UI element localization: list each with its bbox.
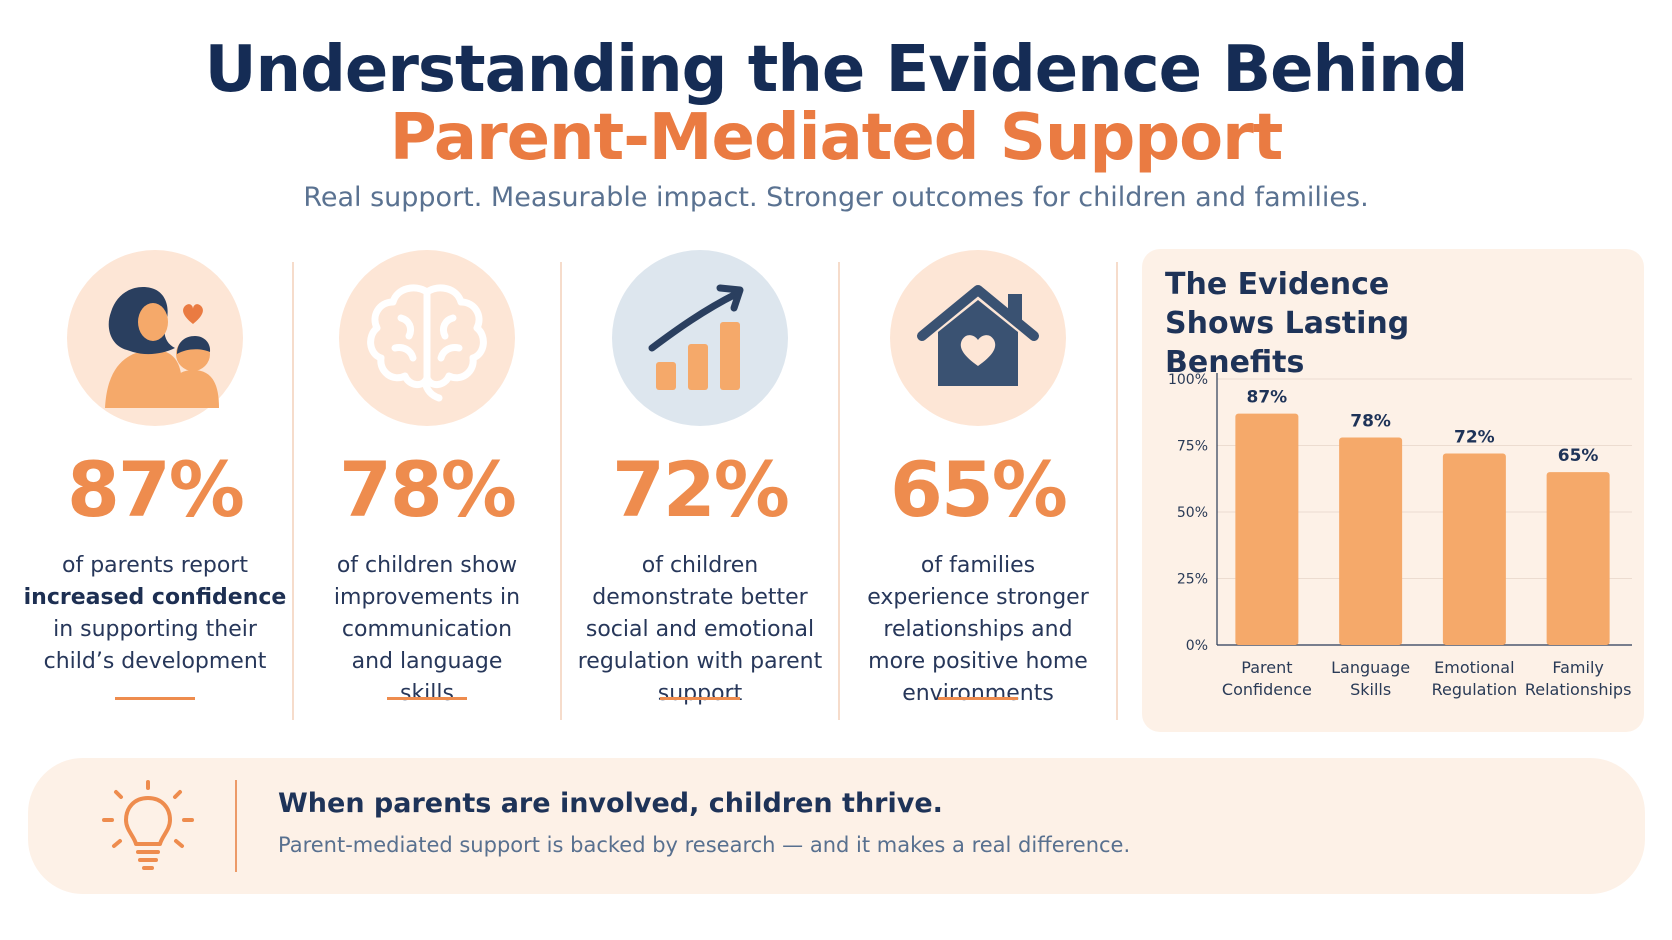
stat-circle: [67, 250, 243, 426]
bar-2: [1339, 437, 1403, 645]
stat-divider: [560, 262, 562, 720]
bar-value-label: 72%: [1454, 427, 1495, 447]
stat-underline: [660, 697, 740, 700]
stat-divider: [838, 262, 840, 720]
stat-circle: [612, 250, 788, 426]
bar-chart: 0% 25% 50% 75% 100% 87% Parent Confidence 78% Lan…: [1168, 372, 1632, 699]
banner-subtext: Parent-mediated support is backed by res…: [278, 833, 1131, 857]
stat-underline: [938, 697, 1018, 700]
bar-1: [1235, 413, 1299, 645]
y-tick-label: 75%: [1177, 439, 1208, 455]
x-tick-label: Emotional: [1434, 658, 1514, 677]
stat-text-bold: increased confidence: [23, 585, 287, 610]
bar-value-label: 65%: [1558, 446, 1599, 466]
x-tick-label: Confidence: [1222, 680, 1312, 699]
stat-description: of children show improvements in communi…: [292, 550, 562, 710]
stat-card-emotional-regulation: 72% of children demonstrate better socia…: [562, 250, 838, 710]
stat-card-language-skills: 78% of children show improvements in com…: [292, 250, 562, 710]
x-tick-label: Family: [1552, 658, 1603, 677]
stat-text-before: of children demonstrate better social an…: [577, 553, 823, 706]
stat-description: of children demonstrate better social an…: [562, 550, 838, 710]
parent-child-heart-icon: [105, 287, 219, 408]
stat-text-before: of children show improvements in communi…: [333, 553, 521, 706]
stat-description: of families experience stronger relation…: [840, 550, 1116, 710]
stat-underline: [115, 697, 195, 700]
page-title-line2: Parent-Mediated Support: [389, 101, 1284, 175]
x-tick-label: Skills: [1350, 680, 1391, 699]
stat-divider: [1116, 262, 1118, 720]
y-tick-label: 25%: [1177, 572, 1208, 588]
bar-3: [1442, 453, 1506, 645]
stat-divider: [292, 262, 294, 720]
stat-text-after: in supporting their child’s development: [43, 617, 267, 674]
page-title-line1: Understanding the Evidence Behind: [204, 33, 1469, 107]
x-tick-label: Relationships: [1525, 680, 1632, 699]
stat-card-parent-confidence: 87% of parents report increased confiden…: [20, 250, 290, 710]
evidence-chart-panel: The Evidence Shows Lasting Benefits 0% 25…: [1142, 249, 1644, 732]
banner-headline: When parents are involved, children thri…: [278, 788, 943, 819]
growth-chart-icon: [648, 284, 744, 390]
stat-description: of parents report increased confidence i…: [20, 550, 290, 678]
callout-banner: When parents are involved, children thri…: [28, 758, 1645, 894]
page-subtitle: Real support. Measurable impact. Stronge…: [303, 182, 1369, 213]
bar-4: [1546, 472, 1610, 645]
stat-value: 65%: [890, 445, 1068, 534]
stat-circle: [339, 250, 515, 426]
stat-circle: [890, 250, 1066, 426]
chart-title: The Evidence Shows Lasting Benefits: [1165, 267, 1410, 380]
banner-divider: [235, 780, 237, 872]
stat-text-before: of parents report: [62, 553, 248, 578]
house-heart-icon: [917, 285, 1039, 386]
stat-text-before: of families experience stronger relation…: [867, 553, 1089, 706]
x-tick-label: Parent: [1241, 658, 1292, 677]
bar-value-label: 87%: [1247, 388, 1288, 408]
lightbulb-icon: [102, 780, 194, 870]
stat-value: 78%: [339, 445, 517, 534]
stat-value: 87%: [67, 445, 245, 534]
y-tick-label: 50%: [1177, 505, 1208, 521]
y-tick-label: 100%: [1168, 372, 1208, 388]
x-tick-label: Regulation: [1432, 680, 1517, 699]
bar-value-label: 78%: [1350, 412, 1391, 432]
x-tick-label: Language: [1331, 658, 1410, 677]
brain-icon: [367, 284, 487, 402]
stat-underline: [387, 697, 467, 700]
stat-value: 72%: [612, 445, 790, 534]
y-tick-label: 0%: [1186, 638, 1208, 654]
stat-card-family-relationships: 65% of families experience stronger rela…: [840, 250, 1116, 710]
